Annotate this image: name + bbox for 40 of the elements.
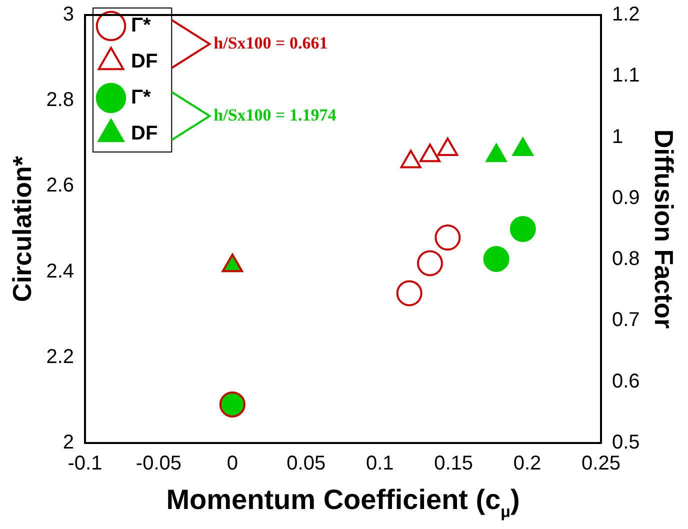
annotation: h/Sx100 = 0.661 [214,33,328,52]
y2-tick-label: 0.7 [612,309,640,332]
x-tick-label: 0.2 [513,452,542,475]
point [486,144,507,162]
y-tick-label: 2 [62,432,74,454]
x-tick-label: -0.05 [136,452,182,475]
point [434,224,461,251]
x-tick-label: 0.25 [582,452,620,475]
x-tick-label: -0.1 [68,452,102,475]
y2-tick-label: 1.1 [612,64,640,87]
point [437,138,458,156]
y-tick-label: 3 [62,4,74,26]
y-tick-label: 2.2 [46,346,74,368]
point [396,280,422,306]
y2-tick-label: 1 [612,126,624,148]
y2-tick-label: 0.8 [612,248,640,270]
legend-label: Γ* [131,14,152,37]
y2-tick-label: 0.6 [612,370,640,392]
annotation: h/Sx100 = 1.1974 [214,105,337,124]
y2-axis-title: Diffusion Factor [649,129,680,329]
y-axis-title: Circulation* [6,155,37,302]
x-tick-label: 0 [226,452,238,475]
legend-label: Γ* [131,86,152,109]
x-tick-label: 0.1 [366,452,394,475]
point [510,216,536,242]
y2-tick-label: 1.2 [612,4,640,26]
point [416,250,443,276]
y2-tick-label: 0.9 [612,186,640,209]
y2-tick-label: 0.5 [612,432,640,454]
point [419,144,441,162]
y-tick-label: 2.4 [46,260,74,282]
legend-label: DF [131,122,158,145]
x-tick-label: 0.15 [434,452,474,475]
x-tick-label: 0.05 [286,452,326,475]
y-tick-label: 2.6 [46,174,74,197]
point [400,150,422,168]
point [483,246,510,272]
point [512,138,534,156]
y-tick-label: 2.8 [46,89,74,112]
legend-label: DF [131,50,158,73]
